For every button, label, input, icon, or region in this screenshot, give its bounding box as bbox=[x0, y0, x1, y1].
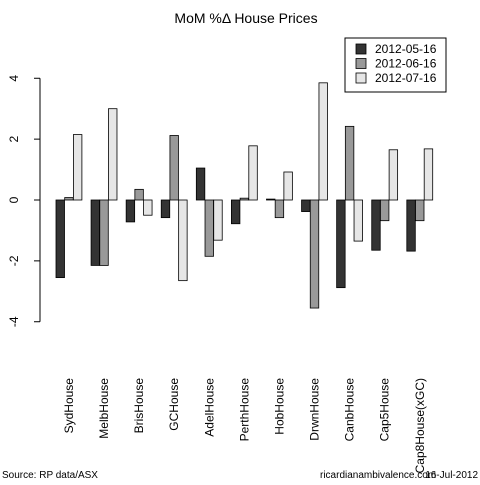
x-labels: SydHouse MelbHouse BrisHouse GCHouse AdelHou… bbox=[62, 378, 427, 474]
bar bbox=[143, 199, 153, 216]
bar bbox=[274, 199, 285, 219]
bar bbox=[73, 134, 83, 201]
x-tick-label: Cap8House(xGC) bbox=[413, 378, 427, 473]
site-note: ricardianambivalence.com bbox=[320, 470, 436, 480]
bar bbox=[301, 199, 311, 212]
y-axis: -4 -2 0 2 4 bbox=[7, 75, 41, 327]
bar bbox=[125, 199, 136, 223]
legend-label: 2012-05-16 bbox=[375, 42, 437, 56]
x-tick-label: MelbHouse bbox=[97, 378, 111, 439]
bar bbox=[134, 188, 144, 201]
bar bbox=[415, 199, 425, 222]
legend-swatch bbox=[355, 43, 367, 55]
date-note: 16-Jul-2012 bbox=[425, 470, 478, 480]
bar bbox=[213, 199, 223, 241]
x-tick-label: BrisHouse bbox=[132, 378, 146, 434]
bar bbox=[230, 199, 241, 225]
source-note: Source: RP data/ASX bbox=[2, 470, 98, 480]
x-tick-label: AdelHouse bbox=[202, 378, 216, 437]
legend-swatch bbox=[355, 58, 367, 69]
bar bbox=[90, 199, 100, 266]
bars bbox=[55, 82, 434, 309]
bar bbox=[239, 197, 250, 201]
bar bbox=[248, 145, 258, 201]
bar bbox=[178, 199, 188, 282]
bar bbox=[283, 171, 293, 201]
x-tick-label: Cap5House bbox=[378, 378, 392, 442]
bar bbox=[309, 199, 320, 309]
y-tick-label: -4 bbox=[7, 316, 21, 327]
bar bbox=[318, 82, 328, 201]
legend-swatch bbox=[355, 72, 367, 84]
legend-label: 2012-07-16 bbox=[375, 71, 437, 85]
bar bbox=[204, 199, 214, 257]
bar bbox=[353, 199, 363, 242]
bar bbox=[195, 167, 206, 201]
y-tick-label: 4 bbox=[7, 75, 21, 82]
x-tick-label: PerthHouse bbox=[237, 378, 251, 442]
bar bbox=[371, 199, 381, 251]
bar bbox=[108, 108, 118, 201]
x-tick-label: HobHouse bbox=[272, 378, 286, 435]
bar bbox=[160, 199, 171, 219]
y-tick-label: -2 bbox=[7, 255, 21, 266]
bar bbox=[406, 199, 416, 252]
x-tick-label: CanbHouse bbox=[343, 378, 357, 442]
bar bbox=[55, 199, 65, 279]
bar bbox=[169, 135, 179, 201]
bar bbox=[423, 148, 434, 201]
x-tick-label: DrwnHouse bbox=[308, 378, 322, 441]
legend-label: 2012-06-16 bbox=[375, 57, 437, 71]
bar bbox=[388, 149, 399, 201]
bar bbox=[380, 199, 390, 222]
x-tick-label: GCHouse bbox=[167, 378, 181, 431]
bar bbox=[336, 199, 346, 289]
y-tick-label: 2 bbox=[7, 135, 21, 142]
bar bbox=[99, 199, 109, 266]
x-tick-label: SydHouse bbox=[62, 378, 76, 434]
bar bbox=[64, 197, 74, 201]
bar bbox=[344, 125, 355, 201]
chart-title: MoM %Δ House Prices bbox=[174, 10, 317, 26]
y-tick-label: 0 bbox=[7, 196, 21, 203]
bar bbox=[266, 198, 276, 201]
